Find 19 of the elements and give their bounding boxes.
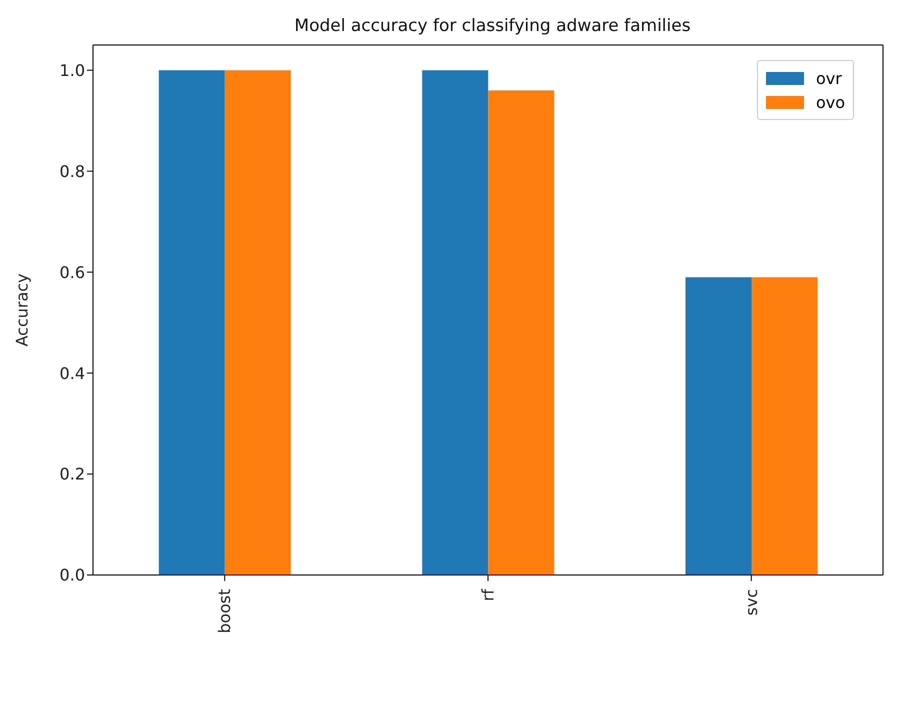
y-axis-title: Accuracy bbox=[12, 273, 32, 347]
bar bbox=[422, 70, 488, 575]
y-tick-label: 0.2 bbox=[60, 464, 85, 484]
legend-label: ovo bbox=[816, 92, 845, 112]
bar bbox=[686, 277, 752, 575]
legend-label: ovr bbox=[816, 68, 842, 88]
bar bbox=[488, 90, 554, 575]
y-tick-label: 0.6 bbox=[60, 262, 85, 282]
y-tick-label: 1.0 bbox=[60, 60, 85, 80]
x-tick-label: boost bbox=[215, 589, 234, 634]
bar bbox=[224, 70, 291, 575]
chart-title: Model accuracy for classifying adware families bbox=[293, 16, 692, 36]
bar bbox=[158, 70, 225, 575]
y-tick-label: 0.4 bbox=[60, 364, 85, 383]
x-tick-label: svc bbox=[742, 589, 761, 616]
x-tick-label: rf bbox=[478, 588, 498, 602]
y-tick-label: 0.8 bbox=[60, 162, 85, 181]
y-tick-label: 0.0 bbox=[60, 566, 85, 585]
bar bbox=[752, 277, 818, 575]
